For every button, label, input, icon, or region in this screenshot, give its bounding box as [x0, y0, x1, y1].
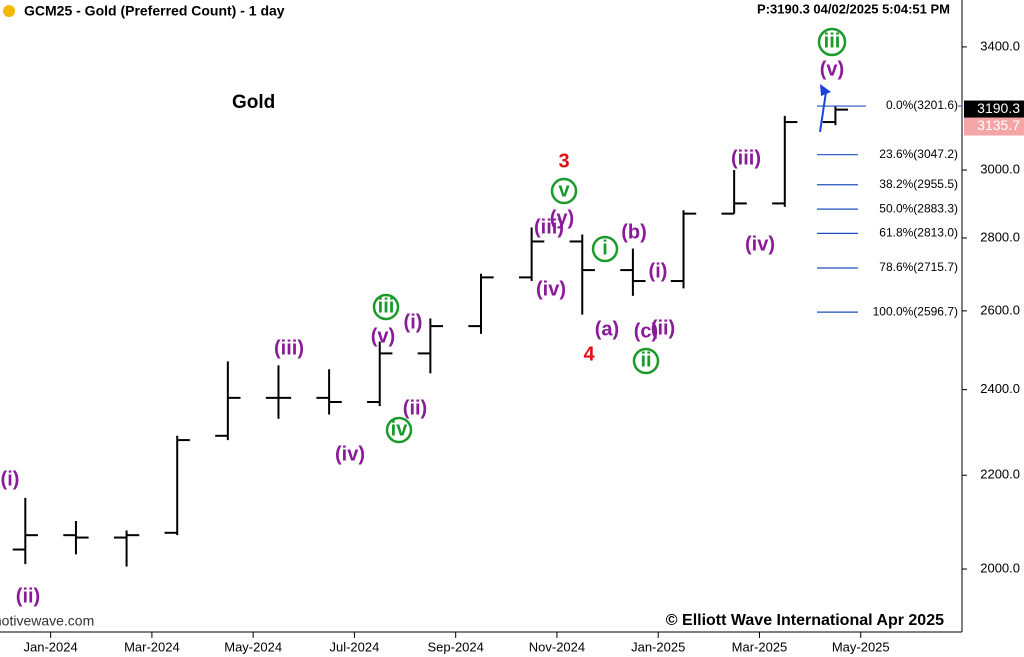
x-tick-label: Jan-2025 [631, 639, 685, 654]
fib-label: 78.6%(2715.7) [879, 260, 958, 274]
fib-label: 61.8%(2813.0) [879, 226, 958, 240]
plot [12, 106, 849, 567]
wave-label: (i) [649, 260, 668, 282]
fib-label: 38.2%(2955.5) [879, 177, 958, 191]
copyright: © Elliott Wave International Apr 2025 [666, 612, 944, 629]
wave-label: iii [824, 30, 841, 52]
x-tick-label: Nov-2024 [529, 639, 585, 654]
wave-label: (iv) [335, 443, 365, 465]
wave-label: 3 [558, 150, 569, 172]
wave-circle [372, 293, 400, 321]
y-tick-label: 3000.0 [980, 161, 1020, 176]
wave-label: ii [640, 349, 651, 371]
wave-label: 4 [583, 343, 595, 365]
source: motivewave.com [0, 613, 94, 629]
wave-label: iv [391, 418, 409, 440]
wave-label: (iii) [731, 147, 761, 169]
price-tag-label: 3190.3 [977, 100, 1020, 116]
chart-title: GCM25 - Gold (Preferred Count) - 1 day [24, 3, 285, 19]
wave-label: (i) [1, 468, 20, 490]
y-tick-label: 2600.0 [980, 302, 1020, 317]
wave-circle [817, 27, 847, 57]
wave-label: (c) [634, 320, 658, 342]
x-tick-label: Sep-2024 [427, 639, 483, 654]
y-tick-label: 2000.0 [980, 560, 1020, 575]
wave-label: (i) [404, 311, 423, 333]
wave-label: (v) [820, 58, 844, 80]
wave-label: (ii) [651, 317, 675, 339]
x-tick-label: Mar-2024 [124, 639, 180, 654]
wave-label: (ii) [16, 585, 40, 607]
y-tick-label: 2800.0 [980, 229, 1020, 244]
wave-circle [591, 235, 619, 263]
status-dot [3, 5, 15, 17]
wave-label: (iv) [745, 233, 775, 255]
y-tick-label: 2400.0 [980, 381, 1020, 396]
wave-label: (iv) [536, 278, 566, 300]
fib-label: 23.6%(3047.2) [879, 147, 958, 161]
fib-label: 100.0%(2596.7) [873, 304, 958, 318]
wave-label: (a) [595, 318, 619, 340]
arrow-head [820, 84, 831, 96]
wave-label: (v) [371, 325, 395, 347]
wave-circle [550, 177, 578, 205]
annotations: (i) (ii) (iii) (iv) (v) iii (i) (ii) iv … [1, 27, 847, 607]
wave-label: (iii) [274, 337, 304, 359]
wave-circle [385, 416, 413, 444]
wave-label: (y) [550, 207, 574, 229]
y-tick-label: 2200.0 [980, 467, 1020, 482]
wave-circle [632, 347, 660, 375]
price-tag [964, 117, 1024, 136]
x-tick-label: May-2024 [224, 639, 282, 654]
x-tick-label: May-2025 [832, 639, 890, 654]
status: P:3190.3 04/02/2025 5:04:51 PM [757, 1, 950, 16]
wave-label: v [558, 179, 570, 201]
x-tick-label: Jan-2024 [24, 639, 78, 654]
fib-label: 0.0%(3201.6) [886, 98, 958, 112]
fib-label: 50.0%(2883.3) [879, 201, 958, 215]
x-tick-label: Jul-2024 [329, 639, 379, 654]
arrow [819, 91, 827, 133]
wave-label: (b) [621, 221, 647, 243]
wave-label: (ii) [403, 397, 427, 419]
price-tag [964, 100, 1024, 119]
wave-label: iii [378, 295, 395, 317]
x-tick-label: Mar-2025 [732, 639, 788, 654]
wave-label: (iii) [534, 216, 564, 238]
wave-label: i [602, 237, 608, 259]
chart-label: Gold [232, 92, 275, 113]
price-tag-label: 3135.7 [977, 117, 1020, 133]
y-tick-label: 3400.0 [980, 38, 1020, 53]
